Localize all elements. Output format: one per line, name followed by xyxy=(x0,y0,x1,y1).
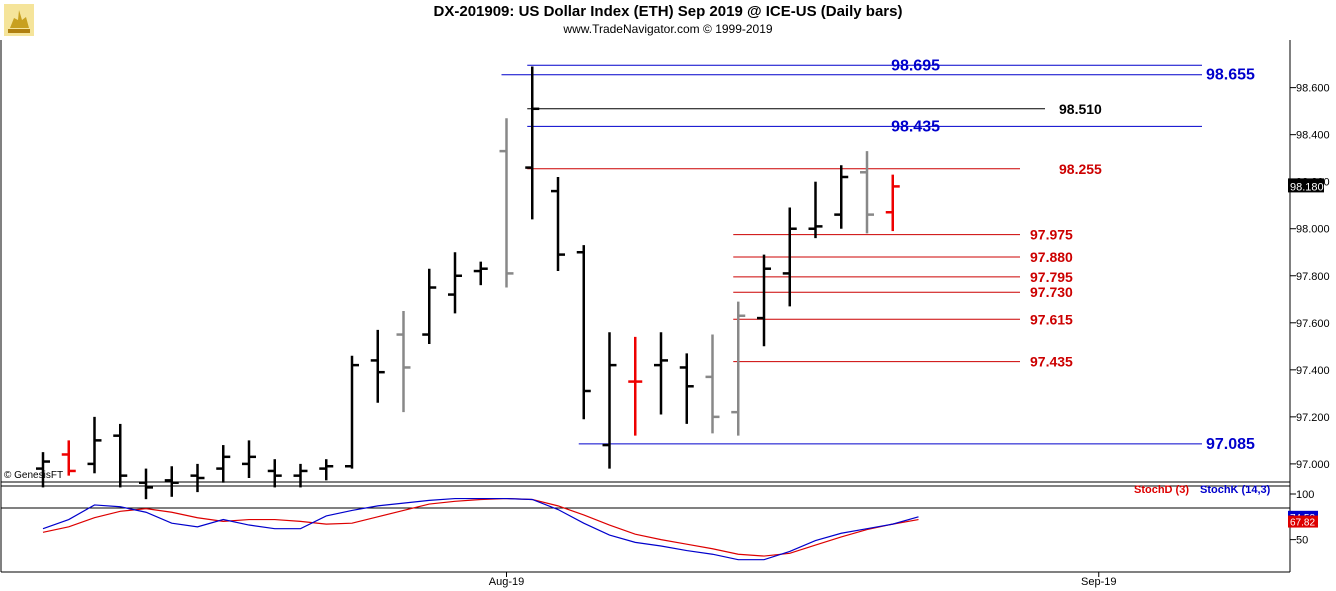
ohlc-bar xyxy=(370,329,385,403)
ohlc-bars xyxy=(36,66,900,500)
chart-subtitle: www.TradeNavigator.com © 1999-2019 xyxy=(563,22,773,36)
watermark: © GenesisFT xyxy=(4,470,63,481)
ohlc-bar xyxy=(782,207,797,307)
ohlc-bar xyxy=(602,332,617,469)
stoch-d-tag: 67.82 xyxy=(1290,518,1315,529)
price-tick-label: 98.400 xyxy=(1296,130,1330,142)
ohlc-bar xyxy=(885,174,900,232)
level-label-97.730: 97.730 xyxy=(1030,284,1073,300)
price-tick-label: 97.000 xyxy=(1296,459,1330,471)
chart-title: DX-201909: US Dollar Index (ETH) Sep 201… xyxy=(433,3,903,20)
stoch-tick-label: 100 xyxy=(1296,489,1314,501)
level-label-98.255: 98.255 xyxy=(1059,161,1102,177)
price-y-axis: 98.60098.40098.20098.00097.80097.60097.4… xyxy=(1290,83,1330,471)
ohlc-bar xyxy=(396,311,411,413)
chart-header: DX-201909: US Dollar Index (ETH) Sep 201… xyxy=(0,0,1336,40)
bull-logo-icon xyxy=(4,4,34,36)
ohlc-bar xyxy=(267,459,282,488)
stoch-tick-label: 50 xyxy=(1296,535,1308,547)
level-label-97.975: 97.975 xyxy=(1030,227,1073,243)
ohlc-bar xyxy=(525,66,540,220)
stoch-y-axis: 100 50 xyxy=(1290,489,1314,547)
ohlc-bar xyxy=(216,445,231,483)
ohlc-bar xyxy=(679,353,694,424)
ohlc-bar xyxy=(190,463,205,493)
stoch-d-tag-bg xyxy=(1288,515,1318,528)
ohlc-bar xyxy=(61,440,76,476)
last-price-tag: 98.180 xyxy=(1290,181,1324,193)
ohlc-bar xyxy=(628,336,643,436)
price-levels: 98.695 98.655 98.510 98.435 98.255 97.975 97.8… xyxy=(501,57,1255,453)
ohlc-bar xyxy=(164,466,179,497)
price-tick-label: 97.400 xyxy=(1296,365,1330,377)
x-tick-label: Sep-19 xyxy=(1081,576,1116,588)
level-label-98.655: 98.655 xyxy=(1206,67,1255,84)
ohlc-bar xyxy=(422,268,437,344)
level-label-97.880: 97.880 xyxy=(1030,249,1073,265)
ohlc-bar xyxy=(139,468,153,500)
level-label-98.435: 98.435 xyxy=(891,118,940,135)
price-tick-label: 98.000 xyxy=(1296,224,1330,236)
ohlc-bar xyxy=(860,151,874,234)
ohlc-bar xyxy=(87,416,102,474)
ohlc-bar xyxy=(36,452,50,488)
ohlc-bar xyxy=(345,355,359,469)
stoch-k-line xyxy=(42,497,919,561)
level-label-98.695: 98.695 xyxy=(891,57,940,74)
stochastic-lines xyxy=(42,497,919,561)
level-label-97.615: 97.615 xyxy=(1030,311,1073,327)
ohlc-bar xyxy=(499,118,514,288)
ohlc-bar xyxy=(808,181,823,239)
level-label-97.795: 97.795 xyxy=(1030,269,1073,285)
ohlc-bar xyxy=(448,252,462,314)
ohlc-bar xyxy=(654,332,668,415)
ohlc-bar xyxy=(319,459,334,481)
ohlc-bar xyxy=(757,254,771,347)
price-tick-label: 97.800 xyxy=(1296,271,1330,283)
x-tick-label: Aug-19 xyxy=(489,576,524,588)
ohlc-bar xyxy=(731,301,746,436)
stoch-d-legend: StochD (3) xyxy=(1134,484,1189,496)
ohlc-bar xyxy=(473,261,488,286)
level-label-98.510: 98.510 xyxy=(1059,101,1102,117)
stoch-d-line xyxy=(42,497,919,557)
ohlc-bar xyxy=(551,176,565,272)
stoch-k-legend: StochK (14,3) xyxy=(1200,484,1271,496)
ohlc-bar xyxy=(576,245,591,420)
price-tick-label: 98.600 xyxy=(1296,83,1330,95)
ohlc-bar xyxy=(242,440,256,478)
ohlc-bar xyxy=(293,463,308,488)
ohlc-bar xyxy=(113,423,128,488)
x-axis: Aug-19 Sep-19 xyxy=(489,572,1116,588)
last-price-tag-bg xyxy=(1288,178,1324,193)
price-tick-label: 97.200 xyxy=(1296,412,1330,424)
price-tick-label: 97.600 xyxy=(1296,318,1330,330)
ohlc-bar xyxy=(705,334,720,434)
ohlc-bar xyxy=(834,165,849,229)
level-label-97.435: 97.435 xyxy=(1030,354,1073,370)
level-label-97.085: 97.085 xyxy=(1206,436,1255,453)
